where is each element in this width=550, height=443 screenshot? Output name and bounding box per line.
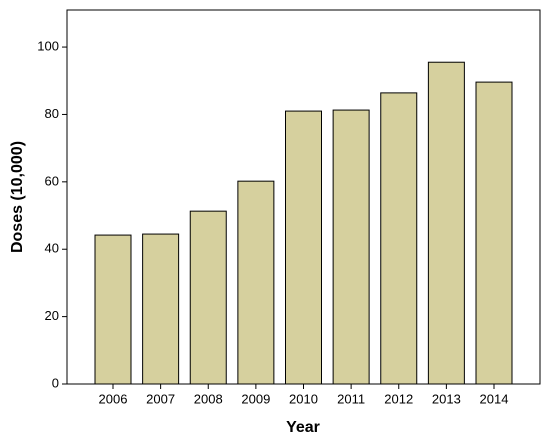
bar xyxy=(332,109,370,385)
x-tick-label: 2011 xyxy=(337,391,365,406)
y-tick-label: 100 xyxy=(37,39,59,54)
x-tick-label: 2010 xyxy=(289,391,318,406)
y-tick-label: 60 xyxy=(45,173,59,188)
bar xyxy=(189,210,227,385)
y-tick-label: 0 xyxy=(52,375,59,390)
x-tick-label: 2006 xyxy=(99,391,128,406)
bar xyxy=(380,92,418,385)
bar xyxy=(475,81,513,385)
y-tick-label: 20 xyxy=(45,308,59,323)
y-tick-label: 40 xyxy=(45,241,59,256)
y-axis-title: Doses (10,000) xyxy=(9,141,26,253)
y-tick-label: 80 xyxy=(45,106,59,121)
bar xyxy=(427,61,465,385)
bar xyxy=(142,233,180,385)
bar xyxy=(94,234,132,385)
bar xyxy=(285,110,322,385)
bar xyxy=(237,180,275,385)
x-tick-label: 2013 xyxy=(432,391,461,406)
x-tick-label: 2007 xyxy=(146,391,175,406)
x-tick-label: 2012 xyxy=(384,391,413,406)
x-tick-label: 2009 xyxy=(241,391,270,406)
x-tick-label: 2008 xyxy=(194,391,223,406)
x-axis-title: Year xyxy=(286,419,320,436)
x-tick-label: 2014 xyxy=(480,391,509,406)
